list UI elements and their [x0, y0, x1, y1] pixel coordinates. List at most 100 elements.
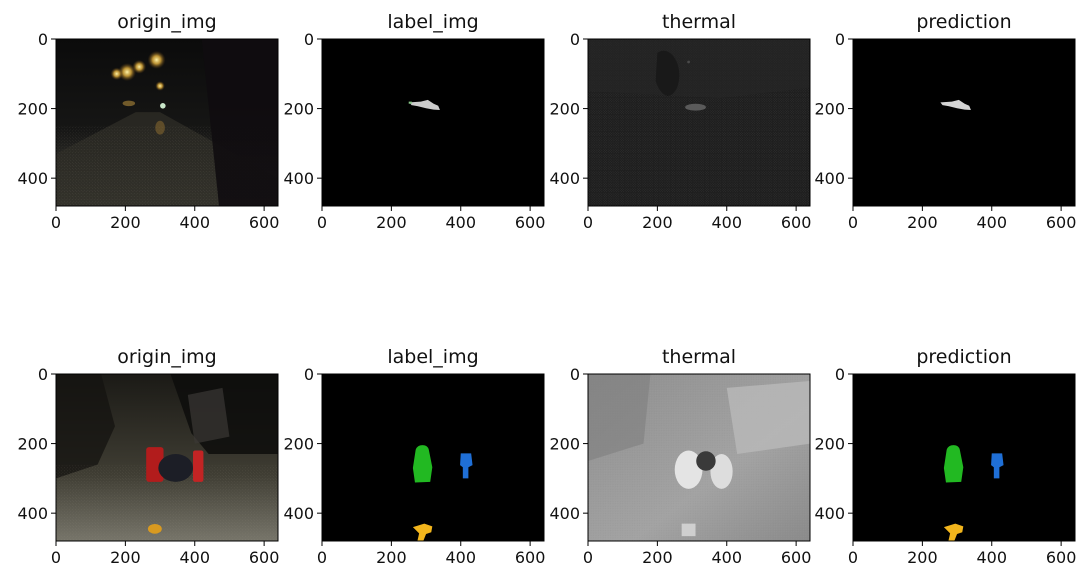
y-tick-label: 0	[38, 365, 48, 384]
x-tick-label: 600	[249, 548, 280, 567]
subplot: prediction 0 200 400 600 0 200 400	[814, 346, 1076, 567]
x-tick-label: 0	[848, 548, 858, 567]
subplot-title: prediction	[916, 11, 1011, 33]
x-tick-label: 0	[317, 213, 327, 232]
y-tick-label: 400	[814, 169, 845, 188]
x-tick-label: 400	[179, 548, 210, 567]
image-panel	[56, 374, 278, 541]
x-tick-label: 200	[907, 548, 938, 567]
x-tick-label: 200	[642, 213, 673, 232]
subplot: thermal 0 200 400 600 0 200 400	[549, 11, 811, 232]
street-light-3	[110, 67, 123, 81]
image-background	[322, 39, 544, 206]
cool-region	[588, 374, 651, 461]
y-tick-label: 200	[549, 435, 580, 454]
y-tick-label: 200	[283, 435, 314, 454]
dark-object	[158, 454, 194, 482]
hot-object	[710, 454, 733, 489]
image-panel	[588, 39, 810, 206]
y-tick-label: 400	[814, 504, 845, 523]
x-tick-label: 400	[711, 548, 742, 567]
image-panel	[56, 39, 278, 206]
y-tick-label: 0	[835, 365, 845, 384]
x-tick-label: 200	[376, 548, 407, 567]
x-tick-label: 0	[583, 213, 593, 232]
subplot-title: label_img	[387, 11, 478, 33]
axes-frame	[55, 373, 279, 542]
pedestrian-blob	[160, 103, 166, 109]
red-object	[193, 450, 204, 482]
subplot: label_img 0 200 400 600 0 200 400	[283, 346, 545, 567]
y-tick-label: 400	[549, 169, 580, 188]
x-tick-label: 400	[976, 213, 1007, 232]
subplot: origin_img 0 200 400 600 0 200 400	[17, 11, 279, 232]
subplot: prediction 0 200 400 600 0 200 400	[814, 11, 1076, 232]
subplot: thermal 0 200 400 600 0 200 400	[549, 346, 811, 567]
x-tick-label: 200	[376, 213, 407, 232]
axes-frame	[852, 38, 1076, 207]
warm-speck	[687, 60, 690, 64]
x-tick-label: 0	[317, 548, 327, 567]
background-band	[588, 39, 810, 99]
mask-bicycle	[460, 453, 473, 479]
y-tick-label: 200	[283, 100, 314, 119]
red-object	[146, 447, 164, 482]
y-tick-label: 400	[549, 504, 580, 523]
y-tick-label: 400	[17, 169, 48, 188]
image-background	[853, 374, 1075, 541]
x-tick-label: 0	[848, 213, 858, 232]
x-tick-label: 400	[711, 213, 742, 232]
x-tick-label: 200	[642, 548, 673, 567]
x-tick-label: 200	[110, 548, 141, 567]
image-panel	[322, 374, 544, 541]
x-tick-label: 600	[249, 213, 280, 232]
image-panel	[322, 39, 544, 206]
street-light-4	[155, 81, 165, 91]
x-tick-label: 200	[907, 213, 938, 232]
image-panel	[853, 39, 1075, 206]
x-tick-label: 600	[1046, 213, 1077, 232]
x-tick-label: 600	[1046, 548, 1077, 567]
y-tick-label: 0	[570, 365, 580, 384]
mask-bicycle	[991, 453, 1004, 479]
subplot-title: label_img	[387, 346, 478, 368]
mask-object	[409, 99, 440, 110]
x-tick-label: 200	[110, 213, 141, 232]
y-tick-label: 0	[304, 30, 314, 49]
x-tick-label: 400	[976, 548, 1007, 567]
mask-object-edge	[408, 101, 412, 104]
subplot-title: origin_img	[117, 346, 216, 368]
mask-object	[940, 99, 971, 110]
yellow-object	[147, 523, 162, 534]
dark-bush	[56, 374, 115, 479]
x-tick-label: 400	[445, 213, 476, 232]
hot-object	[674, 450, 703, 489]
subplot-title: thermal	[662, 346, 736, 368]
x-tick-label: 600	[515, 213, 546, 232]
image-background	[322, 374, 544, 541]
axes-frame	[587, 38, 811, 207]
mask-cone	[412, 523, 433, 541]
mask-cone	[943, 523, 964, 541]
y-tick-label: 0	[38, 30, 48, 49]
y-tick-label: 0	[304, 365, 314, 384]
subplot: label_img 0 200 400 600 0 200 400	[283, 11, 545, 232]
y-tick-label: 400	[283, 169, 314, 188]
axes-frame	[321, 38, 545, 207]
image-panel	[588, 374, 810, 541]
image-background	[853, 39, 1075, 206]
subplot-title: origin_img	[117, 11, 216, 33]
x-tick-label: 400	[445, 548, 476, 567]
building-facade	[187, 387, 230, 444]
y-tick-label: 400	[283, 504, 314, 523]
warm-wall	[726, 380, 810, 455]
x-tick-label: 0	[51, 548, 61, 567]
x-tick-label: 600	[515, 548, 546, 567]
axes-frame	[852, 373, 1076, 542]
cold-object	[696, 451, 716, 471]
x-tick-label: 0	[583, 548, 593, 567]
x-tick-label: 600	[781, 213, 812, 232]
y-tick-label: 0	[835, 30, 845, 49]
subplot-title: thermal	[662, 11, 736, 33]
axes-frame	[55, 38, 279, 207]
